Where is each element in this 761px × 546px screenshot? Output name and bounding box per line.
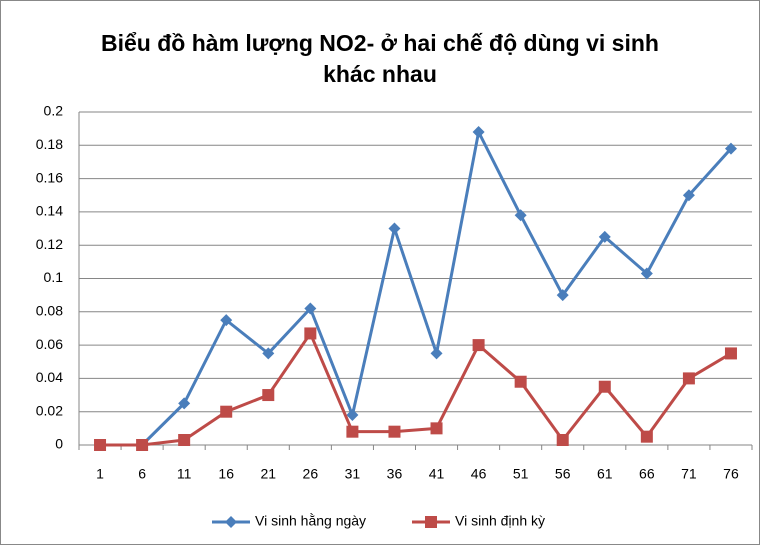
point: [346, 409, 359, 422]
y-tick-label: 0.1: [44, 269, 64, 285]
point: [94, 439, 107, 451]
point: [178, 397, 191, 410]
x-tick-label: 36: [387, 466, 403, 482]
x-tick-label: 66: [639, 466, 655, 482]
y-tick-label: 0.12: [36, 236, 63, 252]
point: [556, 434, 569, 447]
point: [178, 434, 191, 447]
series-line: [100, 130, 733, 447]
point: [682, 372, 695, 385]
chart-title: Biểu đồ hàm lượng NO2- ở hai chế độ dùng…: [101, 30, 659, 87]
point: [640, 430, 653, 443]
point: [304, 327, 317, 340]
point: [556, 289, 569, 302]
point: [598, 380, 611, 393]
x-tick-label: 71: [681, 466, 697, 482]
point: [640, 267, 653, 280]
x-tick-label: 21: [260, 466, 276, 482]
point: [388, 222, 401, 235]
point: [430, 422, 443, 435]
y-tick-label: 0.18: [36, 136, 63, 152]
point: [346, 425, 359, 438]
y-tick-label: 0.16: [36, 169, 63, 185]
y-tick-label: 0.2: [44, 103, 64, 119]
legend-marker: [425, 516, 437, 528]
y-tick-label: 0.06: [36, 336, 63, 352]
x-tick-label: 16: [218, 466, 234, 482]
y-tick-label: 0.14: [36, 203, 63, 219]
y-tick-label: 0.04: [36, 369, 63, 385]
point: [304, 302, 317, 315]
point: [472, 125, 485, 138]
point: [262, 389, 275, 402]
x-tick-label: 76: [723, 466, 739, 482]
x-tick-label: 41: [429, 466, 445, 482]
legend-marker: [225, 516, 237, 528]
legend-label: Vi sinh hằng ngày: [255, 513, 366, 529]
point: [136, 439, 149, 451]
x-tick-label: 1: [96, 466, 104, 482]
point: [430, 347, 443, 360]
point: [514, 375, 527, 388]
legend-label: Vi sinh định kỳ: [455, 513, 545, 529]
x-tick-label: 61: [597, 466, 613, 482]
y-tick-label: 0: [55, 436, 63, 452]
point: [388, 425, 401, 438]
x-tick-label: 51: [513, 466, 529, 482]
x-tick-label: 11: [177, 466, 192, 482]
x-tick-label: 26: [303, 466, 319, 482]
point: [472, 339, 485, 352]
y-tick-label: 0.02: [36, 402, 63, 418]
point: [514, 209, 527, 222]
x-tick-label: 6: [138, 466, 146, 482]
point: [220, 314, 233, 327]
y-tick-label: 0.08: [36, 303, 63, 319]
series-line: [100, 331, 732, 447]
point: [724, 347, 737, 360]
point: [724, 142, 737, 155]
point: [220, 405, 233, 418]
x-tick-label: 46: [471, 466, 487, 482]
x-tick-label: 31: [345, 466, 361, 482]
point: [598, 230, 611, 243]
x-tick-label: 56: [555, 466, 571, 482]
point: [682, 189, 695, 202]
point: [262, 347, 275, 360]
